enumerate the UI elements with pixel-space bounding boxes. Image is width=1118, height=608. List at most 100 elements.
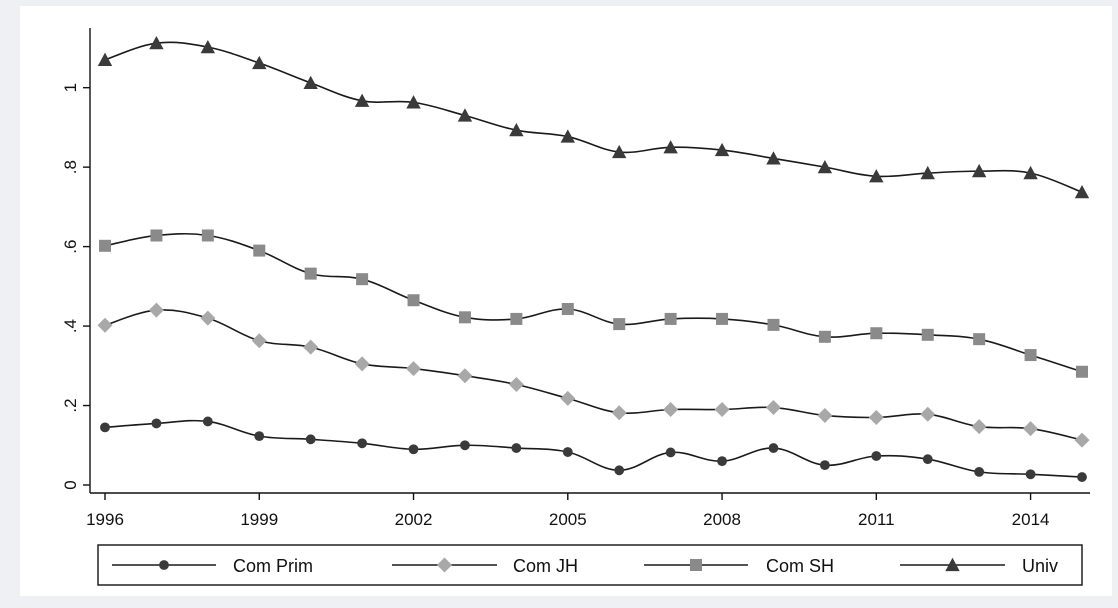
legend-box (97, 544, 1083, 586)
data-point-com-sh (458, 311, 471, 324)
y-tick-label: 0 (61, 480, 80, 489)
data-point-univ (1074, 184, 1090, 199)
data-point-com-jh (663, 402, 679, 418)
x-tick-label: 2011 (858, 510, 895, 529)
y-tick-label: .8 (61, 160, 80, 174)
x-tick-label: 1996 (86, 510, 124, 529)
data-point-univ (354, 93, 370, 107)
legend-label: Com SH (766, 556, 834, 576)
data-point-com-sh (201, 229, 214, 242)
legend-label: Univ (1022, 556, 1058, 576)
data-point-com-prim (768, 443, 779, 453)
y-tick-label: .6 (61, 240, 80, 254)
data-point-com-jh (508, 376, 524, 392)
legend-item-com-prim: Com Prim (112, 556, 313, 576)
data-point-univ (869, 169, 884, 183)
data-point-com-jh (1023, 421, 1039, 437)
series-com-jh (97, 302, 1090, 448)
x-tick-label: 2005 (549, 510, 587, 529)
legend-marker-com-prim (159, 560, 169, 570)
y-tick-label: .2 (61, 398, 80, 412)
data-point-com-prim (871, 451, 882, 461)
data-point-com-sh (973, 333, 986, 346)
y-tick-label: .4 (61, 319, 80, 333)
legend-item-univ: Univ (900, 556, 1058, 576)
data-point-com-jh (406, 361, 422, 377)
data-point-com-sh (613, 318, 626, 331)
data-point-com-prim (562, 447, 573, 457)
series-layer (97, 35, 1090, 482)
data-point-com-sh (716, 312, 729, 325)
data-point-com-jh (920, 406, 936, 422)
data-point-com-prim (614, 465, 625, 476)
data-point-com-prim (460, 440, 470, 451)
legend-label: Com JH (513, 556, 578, 576)
data-point-com-jh (251, 333, 267, 349)
data-point-univ (200, 39, 216, 54)
data-point-univ (971, 163, 987, 178)
data-point-com-jh (817, 407, 833, 423)
data-point-univ (97, 52, 113, 66)
data-point-com-prim (974, 466, 985, 477)
data-point-com-jh (611, 405, 627, 421)
data-point-com-sh (870, 327, 883, 340)
x-tick-label: 2008 (703, 510, 741, 529)
data-point-com-sh (356, 273, 369, 286)
x-tick-label: 1999 (240, 510, 278, 529)
data-point-com-sh (150, 229, 163, 242)
data-point-com-sh (1076, 365, 1088, 378)
data-point-com-jh (1074, 432, 1090, 448)
data-point-com-prim (254, 431, 265, 442)
data-point-com-jh (97, 317, 113, 333)
legend: Com Prim Com JH Com SH Univ (97, 544, 1083, 586)
data-point-com-jh (765, 400, 781, 416)
data-point-univ (663, 140, 678, 154)
x-tick-label: 2002 (395, 510, 433, 529)
data-point-com-jh (200, 310, 216, 326)
data-point-univ (612, 144, 627, 159)
data-point-com-prim (819, 460, 830, 471)
data-point-univ (560, 129, 575, 143)
data-point-univ (252, 55, 267, 70)
data-point-com-sh (818, 330, 831, 343)
data-point-com-prim (511, 443, 522, 453)
axes-layer: 0 .2 .4 .6 .8 1 1996 1999 2002 2005 2008 2011 2014 (61, 28, 1090, 529)
data-point-com-prim (717, 456, 727, 467)
data-point-com-jh (457, 368, 473, 384)
data-point-univ (457, 108, 473, 122)
legend-item-com-jh: Com JH (392, 556, 578, 576)
legend-marker-com-sh (690, 559, 702, 571)
data-point-com-sh (253, 244, 266, 257)
data-point-com-prim (665, 447, 676, 458)
data-point-univ (303, 75, 318, 90)
legend-item-com-sh: Com SH (644, 556, 834, 576)
data-point-com-prim (202, 416, 213, 427)
data-point-com-jh (303, 339, 319, 355)
chart-panel (20, 6, 1112, 596)
data-point-com-prim (305, 434, 316, 445)
data-point-com-sh (407, 294, 420, 307)
data-point-univ (406, 95, 421, 109)
series-com-sh (99, 229, 1088, 378)
data-point-com-jh (354, 356, 370, 372)
data-point-com-jh (868, 409, 884, 425)
data-point-com-sh (99, 239, 111, 252)
data-point-com-prim (922, 454, 933, 465)
data-point-univ (714, 142, 730, 157)
series-com-prim (100, 416, 1087, 482)
data-point-com-jh (148, 302, 164, 318)
data-point-com-sh (664, 312, 677, 325)
data-point-com-sh (921, 328, 934, 341)
legend-marker-univ (945, 557, 960, 572)
data-point-com-prim (151, 418, 162, 429)
data-point-com-jh (560, 390, 576, 406)
y-tick-label: 1 (61, 83, 80, 92)
legend-label: Com Prim (233, 556, 313, 576)
data-point-com-jh (714, 402, 730, 418)
data-point-com-sh (510, 312, 523, 325)
data-point-com-prim (1077, 472, 1087, 482)
data-point-com-prim (100, 422, 110, 433)
data-point-univ (766, 151, 781, 165)
data-point-com-prim (408, 444, 419, 455)
